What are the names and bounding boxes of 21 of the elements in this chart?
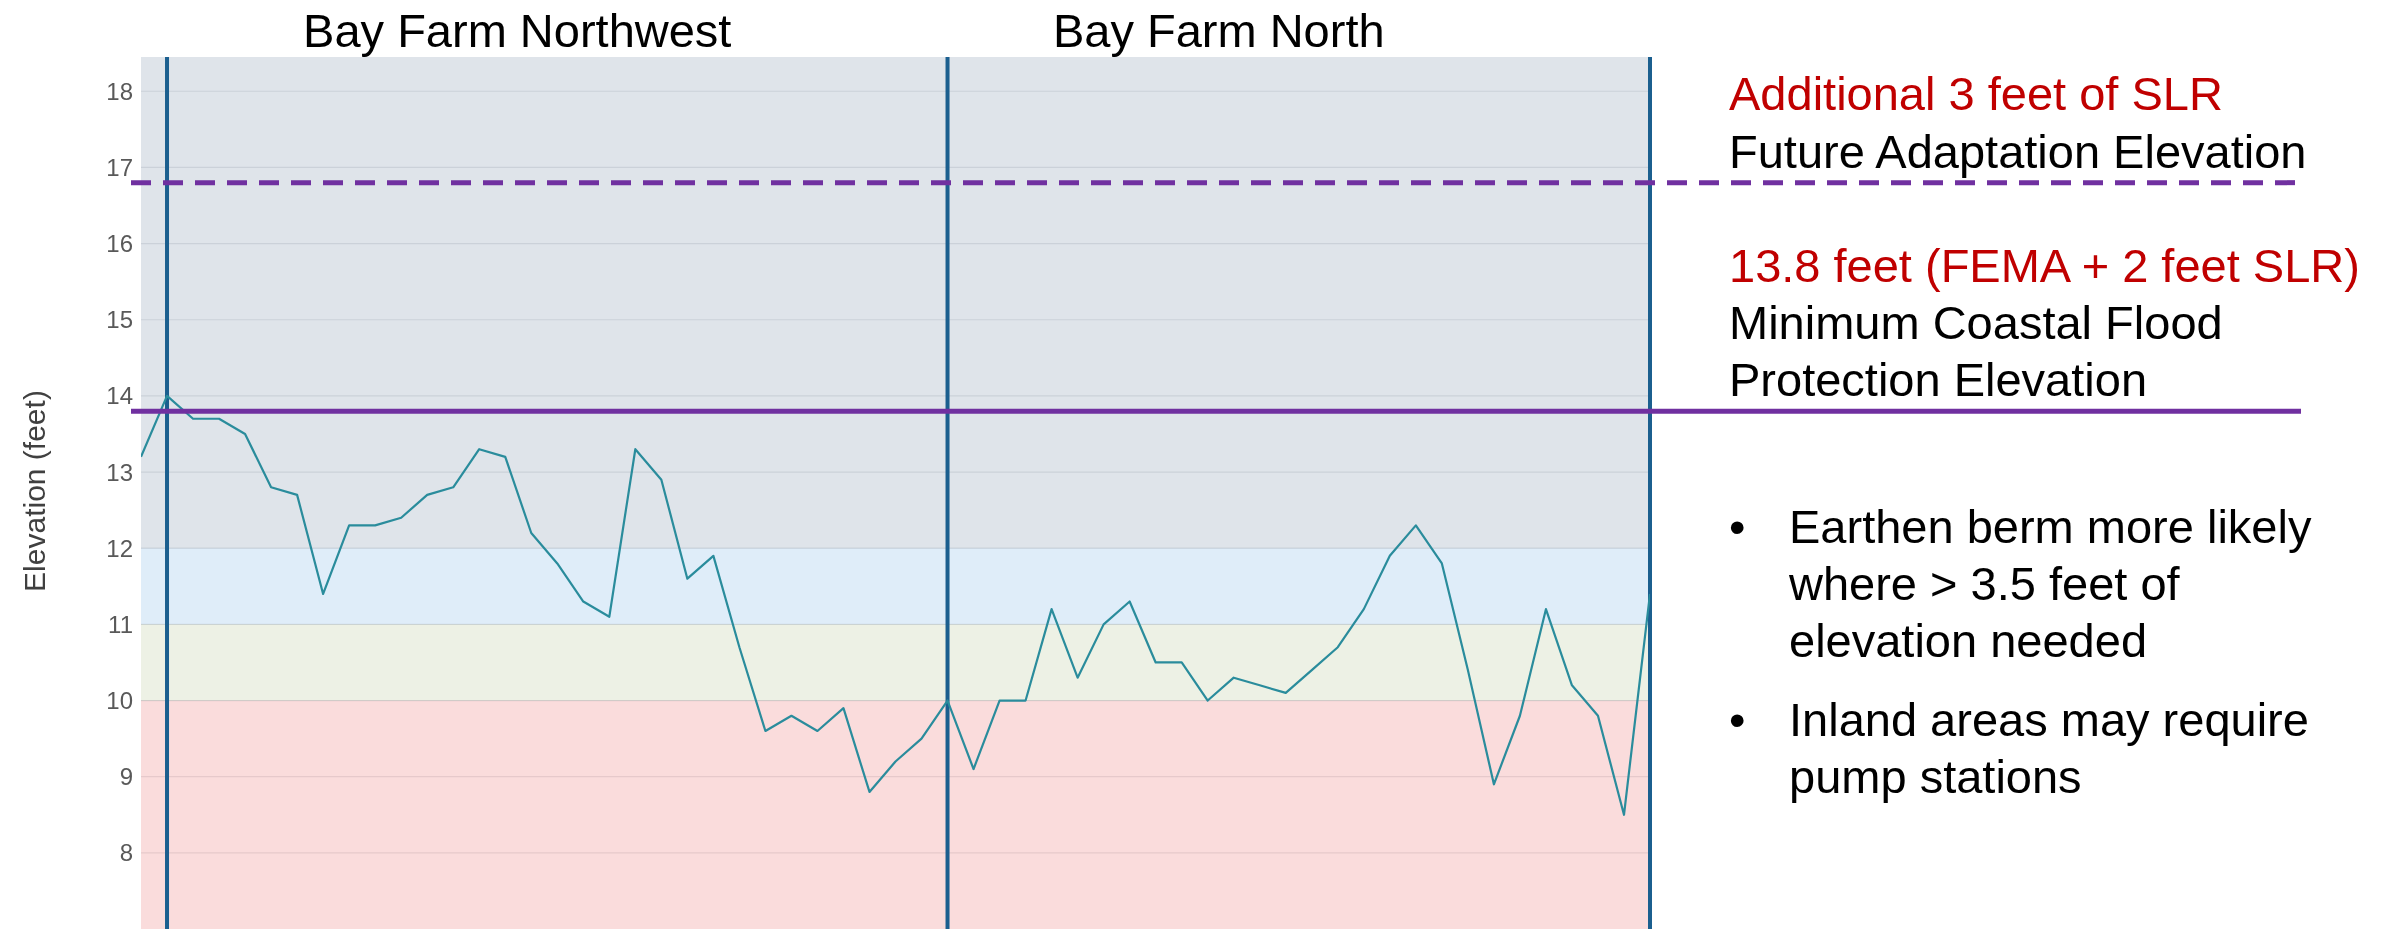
- y-tick-label: 8: [119, 839, 133, 867]
- y-tick-label: 18: [106, 77, 133, 105]
- text: Bay Farm North: [1051, 3, 1386, 59]
- ref-line-label: Future Adaptation Elevation: [1729, 123, 2308, 180]
- y-tick-label: 14: [106, 382, 133, 410]
- text: Bay Farm Northwest: [302, 3, 733, 59]
- text: • Earthen berm more likely where > 3.5 feet of elevation needed: [1729, 499, 2313, 669]
- text: • Inland areas may require pump stations: [1729, 692, 2310, 805]
- y-tick-label: 17: [106, 153, 133, 181]
- y-tick-label: 13: [106, 458, 133, 486]
- text: Additional 3 feet of SLR: [1729, 65, 2223, 122]
- y-tick-label: 11: [108, 610, 133, 638]
- y-tick-label: 15: [106, 306, 133, 334]
- ref-line-label: Minimum Coastal Flood Protection Elevation: [1729, 294, 2224, 408]
- y-tick-label: 16: [106, 230, 133, 258]
- y-tick-label: 9: [119, 763, 133, 791]
- y-axis-title: Elevation (feet): [18, 388, 52, 594]
- y-tick-label: 12: [106, 534, 133, 562]
- text: 13.8 feet (FEMA + 2 feet SLR): [1729, 237, 2360, 294]
- line-series: [141, 394, 1650, 816]
- y-tick-label: 10: [106, 687, 133, 715]
